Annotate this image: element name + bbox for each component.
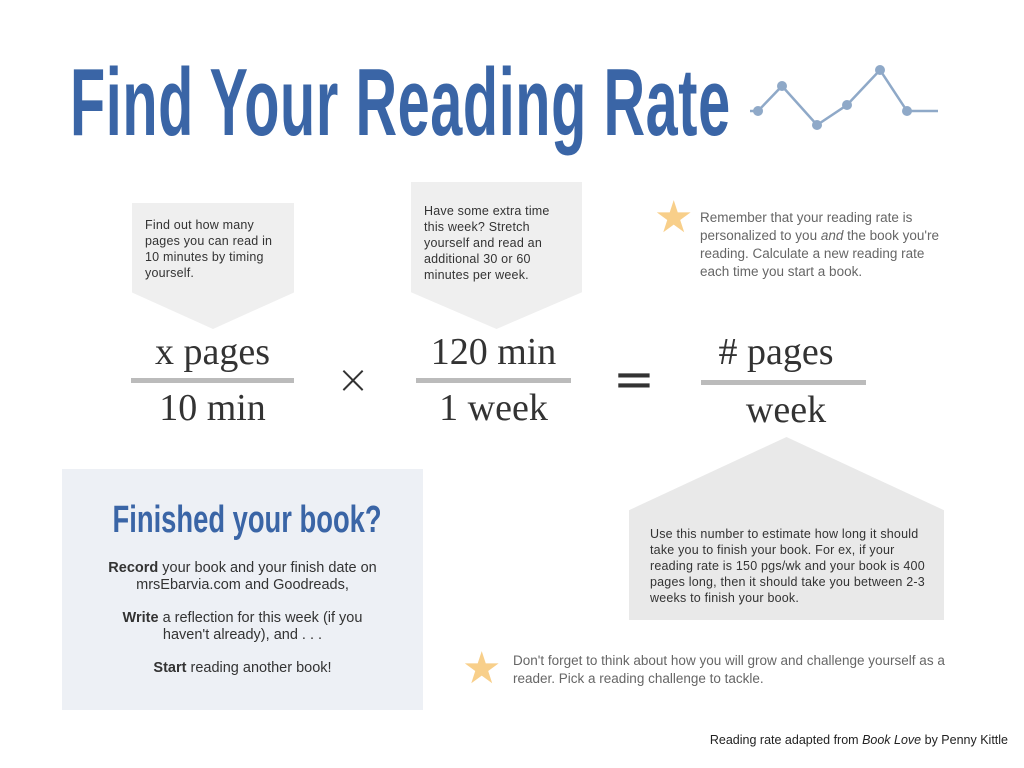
finished-panel: Finished your book? Record your book and… (62, 469, 423, 710)
equals-sign: = (613, 350, 655, 408)
start-text: reading another book! (186, 660, 332, 676)
finished-record: Record your book and your finish date on… (102, 560, 383, 594)
credit-book-title: Book Love (862, 733, 922, 747)
record-bold: Record (108, 560, 159, 576)
fraction3-denominator: week (745, 389, 827, 431)
line-chart-icon (750, 65, 938, 130)
fraction2-numerator: 120 min (430, 331, 557, 373)
challenge-note: Don't forget to think about how you will… (513, 653, 945, 686)
estimate-text: Use this number to estimate how long it … (650, 527, 925, 605)
remember-text: Remember that your reading rate is perso… (700, 210, 913, 243)
finished-write: Write a reflection for this week (if you… (122, 610, 363, 644)
write-bold: Write (122, 610, 159, 626)
star-icon: ★ (654, 193, 694, 242)
star-icon: ★ (462, 644, 502, 693)
fraction1-denominator: 10 min (159, 387, 266, 429)
fraction2-bar (416, 378, 571, 383)
finished-start: Start reading another book! (62, 660, 423, 677)
estimate-callout: Use this number to estimate how long it … (629, 437, 944, 620)
fraction2-denominator: 1 week (439, 387, 548, 429)
record-text: your book and your finish date on mrsEba… (136, 560, 377, 593)
credit-line: Reading rate adapted from Book Love by P… (710, 733, 1008, 747)
write-text: a reflection for this week (if you haven… (158, 610, 363, 643)
fraction1-numerator: x pages (154, 331, 271, 373)
finished-title: Finished your book? (112, 499, 382, 541)
credit-author: by Penny Kittle (921, 733, 1008, 747)
step1-callout: Find out how many pages you can read in … (132, 203, 294, 329)
step2-text: Have some extra time this week? Stretch … (424, 204, 550, 282)
times-sign: × (336, 357, 370, 403)
remember-italic: and (820, 228, 844, 243)
fraction3-bar (701, 380, 866, 385)
remember-note: Remember that your reading rate is perso… (700, 209, 945, 281)
step2-callout: Have some extra time this week? Stretch … (411, 182, 582, 329)
fraction3-numerator: # pages (718, 331, 834, 373)
step1-text: Find out how many pages you can read in … (145, 218, 273, 280)
credit-text: Reading rate adapted from (709, 733, 863, 747)
fraction1-bar (131, 378, 294, 383)
start-bold: Start (153, 660, 187, 676)
remember-text-end: the book you're reading. Calculate a new… (700, 228, 939, 279)
page-title: Find Your Reading Rate (70, 49, 731, 156)
